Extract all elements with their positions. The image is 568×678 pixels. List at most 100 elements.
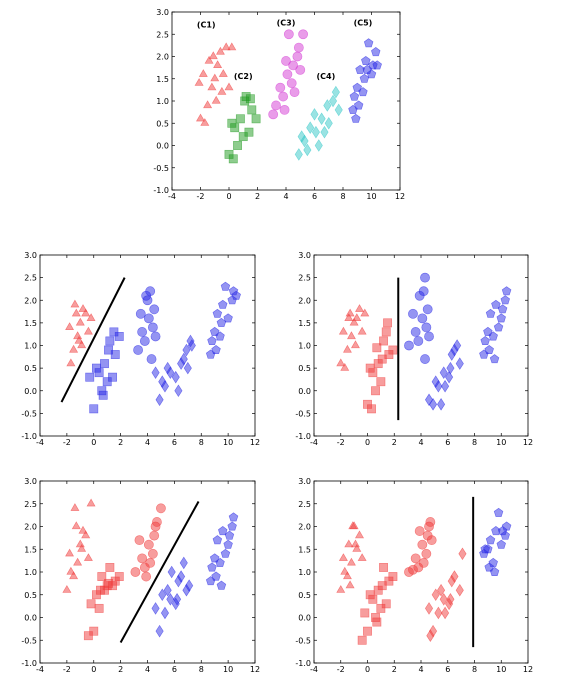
chart-panel-top: -4 -2 0 2 4 6 8 10 12 -1.0 -0.5 0.0 0.5 1.0 1.5 2.0 2.5 3…: [153, 8, 405, 201]
x-tick-label: 12: [395, 192, 405, 201]
data-point-pentagon: [480, 336, 490, 346]
data-point-circle: [298, 29, 308, 40]
data-point-circle: [150, 521, 161, 532]
data-point-pentagon: [215, 331, 225, 341]
data-point-square: [372, 617, 382, 627]
data-point-circle: [413, 336, 424, 346]
data-point-square: [228, 154, 238, 164]
data-point-circle: [421, 548, 432, 559]
y-tick-label: 1.5: [24, 319, 37, 328]
data-point-pentagon: [368, 60, 378, 70]
chart-panel-middle-left: -4 -2 0 2 4 6 8 10 12 -1.0 -0.5 0.0 0.5 1.0 1.5 2.0 2.5 3…: [21, 251, 260, 447]
data-point-triangle: [83, 553, 93, 561]
data-point-diamond: [424, 393, 434, 407]
data-point-pentagon: [480, 544, 490, 554]
data-point-triangle: [65, 322, 75, 331]
y-tick-label: -0.5: [295, 636, 311, 645]
data-point-circle: [286, 78, 297, 89]
data-point-triangle: [338, 326, 348, 335]
y-tick-label: 1.0: [24, 342, 37, 351]
x-tick-label: 10: [496, 665, 506, 674]
x-tick-label: -4: [310, 438, 318, 447]
data-point-diamond: [334, 103, 343, 117]
data-point-diamond: [431, 375, 440, 389]
x-tick-label: -2: [337, 665, 345, 674]
y-tick-label: 2.5: [298, 500, 311, 509]
data-point-pentagon: [493, 507, 504, 517]
data-point-square: [230, 123, 240, 133]
data-point-pentagon: [371, 47, 381, 57]
data-point-circle: [141, 290, 152, 301]
data-point-diamond: [437, 398, 446, 411]
data-point-diamond: [453, 339, 462, 352]
data-point-circle: [143, 313, 154, 324]
data-point-triangle: [211, 95, 221, 104]
data-point-square: [371, 386, 380, 396]
data-point-diamond: [331, 85, 340, 99]
data-point-pentagon: [218, 526, 228, 536]
data-point-triangle: [66, 358, 76, 367]
data-point-diamond: [185, 579, 194, 592]
data-point-square: [363, 626, 372, 636]
data-point-circle: [279, 105, 290, 115]
y-tick-label: 0.0: [24, 387, 37, 396]
data-point-diamond: [155, 393, 164, 407]
data-point-circle: [147, 322, 158, 333]
data-point-square: [109, 327, 119, 337]
x-tick-label: 8: [472, 438, 477, 447]
x-tick-label: 10: [366, 192, 376, 201]
data-point-triangle: [336, 584, 346, 593]
chart-panel-middle-right: -4 -2 0 2 4 6 8 10 12 -1.0 -0.5 0.0 0.5 1.0 1.5 2.0 2.5 3…: [295, 251, 533, 447]
y-tick-label: 3.0: [24, 251, 37, 260]
data-point-triangle: [357, 326, 367, 335]
y-tick-label: 3.0: [24, 477, 37, 486]
data-point-pentagon: [351, 113, 361, 123]
data-point-triangle: [210, 73, 220, 82]
x-tick-label: 8: [199, 665, 204, 674]
y-tick-label: 3.0: [298, 477, 311, 486]
data-point-square: [83, 631, 93, 641]
data-point-circle: [137, 553, 148, 564]
data-point-square: [376, 603, 386, 613]
data-point-diamond: [151, 602, 160, 615]
y-tick-label: 1.0: [24, 568, 37, 577]
y-tick-label: 2.0: [156, 53, 169, 62]
data-point-square: [105, 563, 115, 572]
data-point-diamond: [446, 592, 455, 606]
data-point-square: [86, 599, 96, 609]
x-tick-label: 2: [255, 192, 260, 201]
data-point-triangle: [66, 566, 76, 575]
data-point-triangle: [71, 308, 81, 317]
data-point-square: [247, 105, 257, 115]
decision-boundary-line: [60, 277, 126, 403]
data-point-circle: [139, 562, 150, 573]
y-tick-label: -1.0: [295, 432, 311, 441]
data-point-pentagon: [220, 281, 231, 291]
data-point-square: [85, 372, 95, 382]
y-tick-label: 1.5: [298, 319, 311, 328]
data-point-diamond: [439, 592, 448, 606]
y-tick-label: 2.0: [24, 296, 37, 305]
x-tick-label: -2: [197, 192, 205, 201]
data-point-pentagon: [216, 317, 227, 327]
data-point-diamond: [437, 583, 446, 597]
data-point-pentagon: [359, 73, 370, 83]
data-point-pentagon: [489, 567, 500, 577]
decision-boundary-line: [119, 500, 200, 644]
data-point-diamond: [174, 574, 183, 588]
data-point-pentagon: [220, 548, 231, 558]
data-point-diamond: [446, 361, 455, 375]
data-point-pentagon: [491, 299, 501, 309]
data-point-diamond: [160, 606, 170, 620]
data-point-circle: [278, 91, 289, 102]
data-point-pentagon: [207, 336, 217, 346]
data-point-diamond: [186, 334, 195, 348]
data-point-triangle: [221, 42, 231, 51]
x-tick-label: 0: [365, 438, 370, 447]
y-tick-label: 0.5: [24, 364, 37, 373]
chart-panel-bottom-left: -4 -2 0 2 4 6 8 10 12 -1.0 -0.5 0.0 0.5 1.0 1.5 2.0 2.5 3…: [21, 477, 260, 674]
data-point-diamond: [167, 565, 176, 579]
data-point-triangle: [65, 548, 75, 557]
data-point-circle: [420, 354, 430, 364]
data-point-triangle: [342, 344, 352, 353]
